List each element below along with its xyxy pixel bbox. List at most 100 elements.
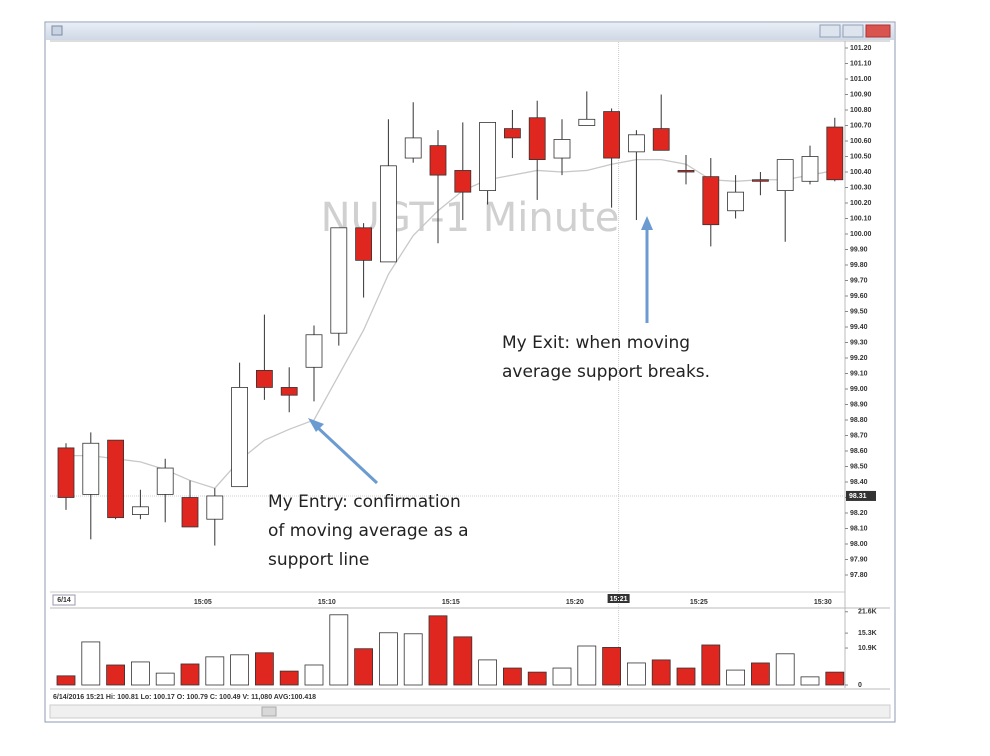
y-tick-label: 100.90: [850, 91, 872, 98]
volume-bar: [304, 664, 324, 686]
candle-body: [826, 126, 844, 181]
y-tick-label: 100.30: [850, 184, 872, 191]
candle-body: [776, 159, 794, 192]
y-tick-label: 98.00: [850, 541, 868, 548]
annotation-text: My Exit: when moving: [502, 333, 690, 353]
volume-bar: [651, 659, 671, 686]
y-tick-label: 100.10: [850, 215, 872, 222]
y-tick-label: 99.40: [850, 324, 868, 331]
volume-bar: [775, 653, 795, 686]
volume-bar: [825, 671, 845, 686]
volume-bar: [254, 652, 274, 686]
volume-bar: [106, 664, 125, 686]
crosshair-price-box: [846, 490, 876, 501]
candle-body: [578, 118, 596, 126]
volume-bar: [552, 667, 572, 686]
y-tick-label: 100.60: [850, 138, 872, 145]
y-tick-label: 98.20: [850, 510, 868, 517]
y-tick-label: 99.60: [850, 293, 868, 300]
volume-bar: [403, 633, 423, 686]
y-tick-label: 100.40: [850, 169, 872, 176]
y-tick-label: 99.20: [850, 355, 868, 362]
date-tag: 6/14: [57, 597, 71, 604]
volume-bar: [577, 645, 597, 686]
candle-body: [379, 165, 397, 263]
minimize-button[interactable]: [819, 24, 841, 38]
candle-body: [503, 128, 521, 139]
y-tick-label: 98.70: [850, 432, 868, 439]
volume-bar: [453, 636, 473, 686]
y-tick-label: 100.00: [850, 231, 872, 238]
candle-body: [801, 156, 819, 182]
volume-bar: [180, 663, 200, 686]
y-tick-label: 99.80: [850, 262, 868, 269]
y-tick-label: 10.9K: [858, 645, 877, 652]
volume-bar: [478, 659, 498, 686]
candle-body: [404, 137, 422, 159]
candle-body: [429, 145, 447, 176]
volume-bar: [627, 662, 646, 686]
volume-bar: [502, 667, 522, 686]
volume-bar: [230, 654, 250, 686]
scrollbar[interactable]: [49, 704, 891, 719]
annotation-text: My Entry: confirmation: [268, 492, 461, 512]
candle-body: [677, 170, 695, 173]
window-frame: [44, 21, 896, 723]
date-tag-box: [52, 594, 76, 606]
candle-body: [305, 334, 323, 368]
crosshair-time-box: [607, 594, 630, 603]
crosshair-price-label: 98.31: [849, 493, 867, 500]
x-tick-label: 15:30: [814, 599, 832, 606]
candle-body: [255, 369, 273, 388]
y-tick-label: 99.30: [850, 339, 868, 346]
y-tick-label: 98.50: [850, 463, 868, 470]
maximize-button[interactable]: [842, 24, 864, 38]
candle-body: [355, 227, 373, 261]
x-tick-label: 15:05: [194, 599, 212, 606]
volume-bar: [354, 648, 374, 686]
y-tick-label: 97.90: [850, 556, 868, 563]
y-tick-label: 98.10: [850, 525, 868, 532]
volume-bar: [279, 670, 299, 686]
y-tick-label: 99.10: [850, 370, 868, 377]
annotation-text: support line: [268, 550, 369, 570]
candle-body: [231, 387, 249, 488]
volume-bar: [130, 661, 150, 686]
y-tick-label: 100.70: [850, 122, 872, 129]
x-tick-label: 15:20: [566, 599, 584, 606]
window-icon: [51, 25, 63, 36]
y-tick-label: 99.90: [850, 246, 868, 253]
candle-body: [652, 128, 670, 151]
volume-bar: [751, 662, 770, 686]
candle-body: [727, 191, 744, 212]
volume-bar: [428, 615, 448, 686]
y-tick-label: 101.10: [850, 60, 872, 67]
y-tick-label: 100.20: [850, 200, 872, 207]
volume-bar: [155, 672, 175, 686]
candle-body: [553, 139, 571, 159]
y-tick-label: 100.80: [850, 107, 872, 114]
candle-body: [181, 497, 199, 528]
annotation-text: of moving average as a: [268, 521, 469, 541]
volume-bar: [56, 675, 76, 686]
candle-body: [330, 227, 348, 334]
candle-body: [702, 176, 720, 226]
scroll-thumb[interactable]: [261, 706, 277, 717]
close-button[interactable]: [865, 24, 891, 38]
volume-bar: [378, 632, 398, 686]
status-bar: 6/14/2016 15:21 Hi: 100.81 Lo: 100.17 O:…: [53, 694, 316, 701]
crosshair-time-label: 15:21: [610, 596, 628, 603]
candle-body: [528, 117, 546, 160]
candle-body: [82, 442, 100, 495]
candle-body: [206, 495, 224, 520]
volume-bar: [527, 671, 547, 686]
candle-body: [479, 122, 497, 191]
y-tick-label: 98.60: [850, 448, 868, 455]
y-tick-label: 100.50: [850, 153, 872, 160]
x-tick-label: 15:15: [442, 599, 460, 606]
exit-arrowhead: [641, 216, 653, 230]
volume-bar: [602, 647, 621, 686]
candle-body: [752, 179, 769, 182]
x-tick-label: 15:10: [318, 599, 336, 606]
